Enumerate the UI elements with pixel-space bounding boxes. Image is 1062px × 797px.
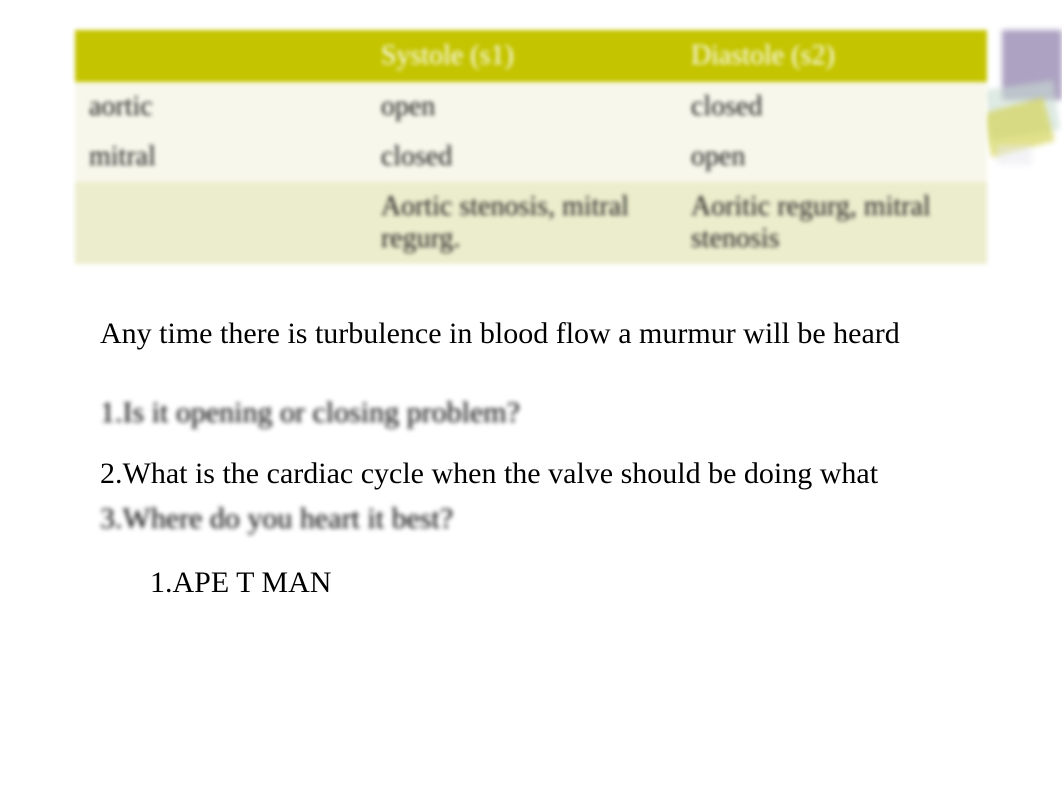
list-item-3: 3.Where do you heart it best?: [100, 499, 927, 538]
table-cell: [75, 182, 367, 264]
table-cell: mitral: [75, 132, 367, 182]
list-item-2: 2.What is the cardiac cycle when the val…: [100, 454, 927, 493]
paragraph-murmur: Any time there is turbulence in blood fl…: [100, 314, 927, 353]
table-header-row: Systole (s1) Diastole (s2): [75, 30, 987, 82]
valve-table: Systole (s1) Diastole (s2) aortic open c…: [75, 30, 987, 264]
table-cell: aortic: [75, 82, 367, 132]
table-cell: Aoritic regurg, mitral stenosis: [677, 182, 987, 264]
table-row: mitral closed open: [75, 132, 987, 182]
sub-list-item: 1.APE T MAN: [150, 566, 927, 600]
table-cell: open: [677, 132, 987, 182]
table-header-cell: Systole (s1): [367, 30, 677, 82]
list-item-1: 1.Is it opening or closing problem?: [100, 393, 927, 432]
body-text: Any time there is turbulence in blood fl…: [75, 314, 987, 600]
table-header-cell: [75, 30, 367, 82]
table-cell: Aortic stenosis, mitral regurg.: [367, 182, 677, 264]
table-cell: closed: [367, 132, 677, 182]
table-row: Aortic stenosis, mitral regurg. Aoritic …: [75, 182, 987, 264]
table-row: aortic open closed: [75, 82, 987, 132]
table-cell: open: [367, 82, 677, 132]
content-wrap: Systole (s1) Diastole (s2) aortic open c…: [0, 0, 1062, 600]
table-header-cell: Diastole (s2): [677, 30, 987, 82]
corner-shape-accent: [997, 145, 1032, 165]
table-cell: closed: [677, 82, 987, 132]
